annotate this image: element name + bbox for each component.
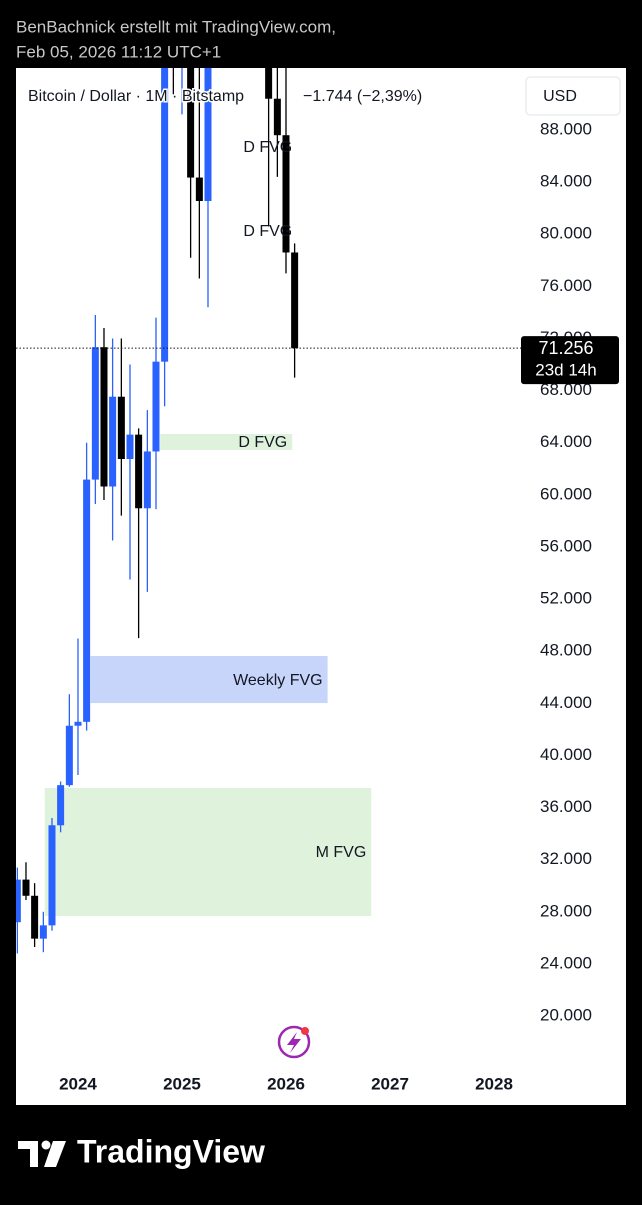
candle-body <box>291 252 299 349</box>
y-tick-label: 20.000 <box>540 1006 592 1025</box>
y-tick-label: 32.000 <box>540 849 592 868</box>
candle-body <box>187 68 195 178</box>
x-tick-label: 2025 <box>163 1074 201 1093</box>
candle-body <box>22 879 30 896</box>
timestamp: Feb 05, 2026 11:12 UTC+1 <box>16 42 221 61</box>
y-tick-label: 76.000 <box>540 276 592 295</box>
tradingview-logo <box>18 1140 66 1167</box>
y-tick-label: 84.000 <box>540 172 592 191</box>
chart-panel <box>16 68 626 1105</box>
candle-body <box>204 68 212 202</box>
candle-body <box>65 725 73 786</box>
countdown-label: 23d 14h <box>535 361 596 380</box>
y-tick-label: 48.000 <box>540 641 592 660</box>
y-tick-label: 80.000 <box>540 224 592 243</box>
candle-body <box>143 451 151 509</box>
candle-body <box>48 825 56 926</box>
candle-body <box>57 785 65 826</box>
y-tick-label: 28.000 <box>540 901 592 920</box>
y-tick-label: 56.000 <box>540 536 592 555</box>
x-tick-label: 2024 <box>59 1074 97 1093</box>
last-price-label: 71.256 <box>538 338 593 358</box>
y-tick-label: 52.000 <box>540 589 592 608</box>
currency-box <box>525 76 621 116</box>
candle-body <box>109 396 117 487</box>
candle-body <box>273 98 281 136</box>
currency-label: USD <box>543 88 577 105</box>
x-tick-label: 2027 <box>371 1074 409 1093</box>
overlay: M FVG Weekly FVG D FVG D FVG D FVG 20.000 24.0… <box>16 76 621 1093</box>
candle-body <box>117 396 125 460</box>
plot <box>16 68 372 954</box>
lightning-icon <box>277 1025 311 1059</box>
candle-body <box>265 68 273 99</box>
candle-body <box>91 347 99 480</box>
y-tick-label: 44.000 <box>540 693 592 712</box>
candle-body <box>39 925 47 939</box>
annotation: D FVG <box>243 223 292 240</box>
credit: BenBachnick erstellt mit TradingView.com… <box>16 17 336 36</box>
y-tick-label: 68.000 <box>540 380 592 399</box>
candle-body <box>31 895 39 939</box>
chart-title: Bitcoin / Dollar · 1M · Bitstamp <box>28 88 244 105</box>
brand: TradingView <box>77 1133 265 1169</box>
annotation: D FVG <box>243 139 292 156</box>
y-tick-label: 36.000 <box>540 797 592 816</box>
fvg-zone <box>44 788 372 916</box>
candle-body <box>152 361 160 452</box>
candle-body <box>126 434 134 460</box>
x-tick-label: 2026 <box>267 1074 305 1093</box>
y-tick-label: 88.000 <box>540 119 592 138</box>
zone-label: M FVG <box>316 844 367 861</box>
price-change: −1.744 (−2,39%) <box>303 88 422 105</box>
last-price-box <box>521 336 619 385</box>
candle-body <box>83 479 91 722</box>
y-tick-label: 40.000 <box>540 745 592 764</box>
y-tick-label: 24.000 <box>540 953 592 972</box>
candle-body <box>16 879 21 923</box>
fvg-zone <box>90 656 328 704</box>
zone-label: Weekly FVG <box>233 672 323 689</box>
candle-body <box>161 68 169 362</box>
y-tick-label: 64.000 <box>540 432 592 451</box>
candle-body <box>74 721 82 726</box>
zone-label: D FVG <box>238 434 287 451</box>
candle-body <box>282 135 290 253</box>
x-tick-label: 2028 <box>475 1074 513 1093</box>
fvg-zone <box>160 433 293 451</box>
y-tick-label: 60.000 <box>540 484 592 503</box>
candle-body <box>195 177 203 202</box>
candle-body <box>100 347 108 487</box>
candle-body <box>135 434 143 509</box>
